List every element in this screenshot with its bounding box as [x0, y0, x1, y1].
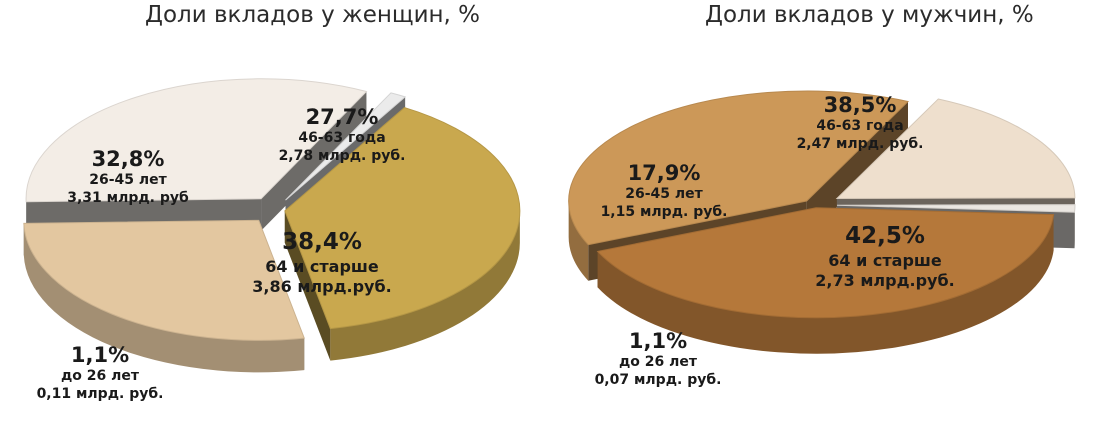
chart-title: Доли вкладов у мужчин, %	[705, 2, 1034, 28]
slice-amount: 3,86 млрд.руб.	[252, 276, 392, 296]
slice-amount: 0,11 млрд. руб.	[36, 385, 164, 402]
slice-percent: 38,5%	[823, 93, 897, 117]
slice-age: до 26 лет	[618, 354, 698, 371]
women-pie-chart: Доли вкладов у женщин, % 38,4% 64 и стар…	[23, 2, 521, 403]
pie-slice	[284, 107, 521, 330]
slice-amount: 3,31 млрд. руб	[67, 189, 189, 206]
slice-label-64-plus: 42,5% 64 и старше 2,73 млрд.руб.	[815, 222, 954, 291]
slice-label-26-45: 32,8% 26-45 лет 3,31 млрд. руб	[67, 146, 189, 207]
slice-age: 46-63 года	[298, 130, 386, 147]
pie-svg	[23, 78, 521, 373]
slice-side-wall	[597, 214, 1054, 354]
pie-slice	[596, 207, 1055, 319]
slice-label-46-63: 27,7% 46-63 года 2,78 млрд. руб.	[279, 104, 406, 165]
slice-side-wall	[330, 210, 520, 361]
slice-percent: 38,4%	[282, 229, 362, 255]
slice-label-64-plus: 38,4% 64 и старше 3,86 млрд.руб.	[252, 228, 391, 297]
slice-age: 64 и старше	[265, 256, 379, 276]
slice-percent: 1,1%	[70, 343, 130, 367]
slice-age: 26-45 лет	[89, 172, 167, 189]
pie-slice	[836, 204, 1076, 213]
slice-age: до 26 лет	[60, 368, 140, 385]
slice-percent: 17,9%	[627, 161, 701, 185]
slice-percent: 32,8%	[91, 147, 165, 171]
men-pie-chart: Доли вкладов у мужчин, % 42,5% 64 и стар…	[550, 0, 1100, 435]
slice-cut-face	[806, 101, 908, 238]
pie-slice	[23, 219, 305, 341]
slice-label-46-63: 38,5% 46-63 года 2,47 млрд. руб.	[797, 92, 924, 153]
slice-side-wall	[568, 201, 589, 281]
slice-side-wall	[23, 223, 305, 373]
slice-amount: 2,78 млрд. руб.	[278, 147, 406, 164]
slice-percent: 42,5%	[845, 223, 925, 249]
slice-age: 26-45 лет	[625, 186, 703, 203]
pie-slice	[835, 98, 1076, 200]
slice-age: 64 и старше	[828, 250, 942, 270]
slice-cut-face	[261, 91, 367, 231]
slice-amount: 2,47 млрд. руб.	[796, 135, 924, 152]
chart-title: Доли вкладов у женщин, %	[145, 2, 481, 28]
slice-age: 46-63 года	[816, 118, 904, 135]
slice-label-under-26: 1,1% до 26 лет 0,11 млрд. руб.	[37, 342, 164, 403]
slice-percent: 1,1%	[628, 329, 688, 353]
pie-slice	[285, 92, 407, 201]
pie-slice	[568, 90, 909, 246]
slice-amount: 2,73 млрд.руб.	[815, 270, 955, 290]
slice-percent: 27,7%	[305, 105, 379, 129]
slice-cut-face	[284, 210, 331, 361]
pie-slice	[25, 78, 368, 203]
slice-amount: 1,15 млрд. руб.	[600, 203, 728, 220]
slice-amount: 0,07 млрд. руб.	[594, 371, 722, 388]
pie-svg	[568, 90, 1076, 354]
slice-label-under-26: 1,1% до 26 лет 0,07 млрд. руб.	[595, 328, 722, 389]
slice-label-26-45: 17,9% 26-45 лет 1,15 млрд. руб.	[601, 160, 728, 221]
